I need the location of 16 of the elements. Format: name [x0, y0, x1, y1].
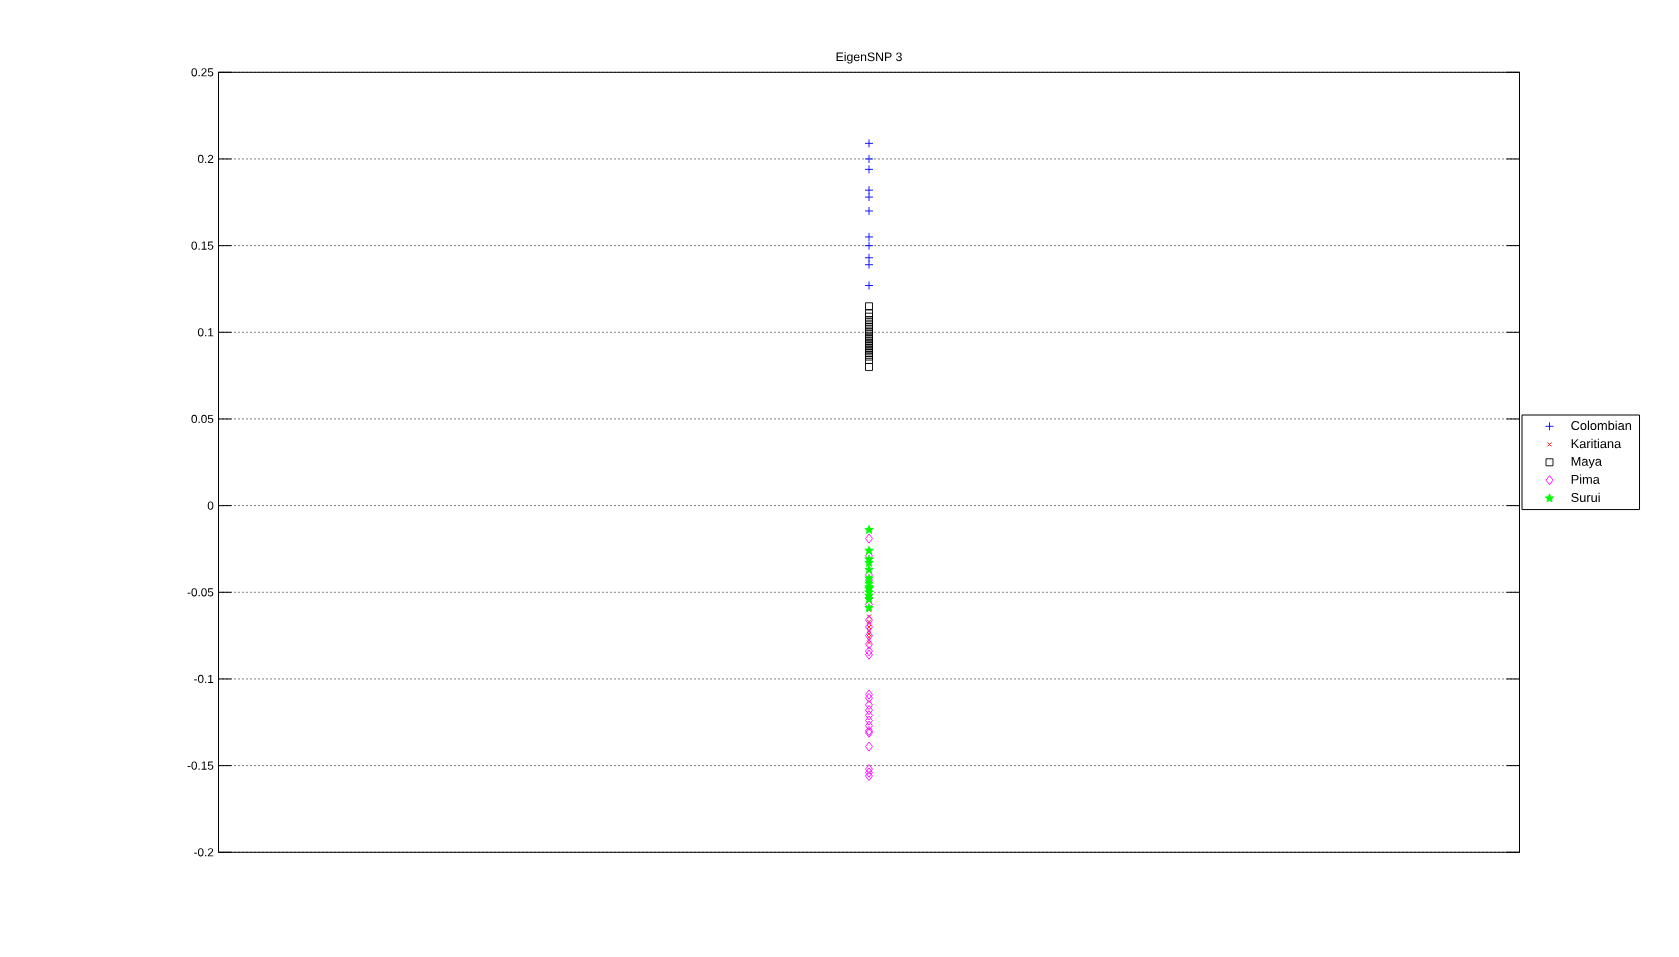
- y-tick-label: 0.2: [197, 154, 214, 164]
- y-tick-label: 0.25: [191, 68, 214, 77]
- y-tick-label: 0.05: [191, 414, 214, 424]
- legend-label: Surui: [1571, 492, 1600, 503]
- y-tick-label: 0: [207, 501, 214, 510]
- y-tick-label: -0.2: [194, 848, 214, 857]
- legend-label: Karitiana: [1571, 438, 1622, 449]
- chart-title: EigenSNP 3: [836, 52, 902, 64]
- y-tick-label: -0.05: [187, 588, 214, 597]
- legend-label: Pima: [1571, 474, 1600, 484]
- y-tick-label: -0.1: [194, 674, 214, 684]
- y-tick-label: 0.1: [197, 328, 214, 337]
- y-tick-label: -0.15: [187, 761, 214, 770]
- legend-label: Maya: [1571, 456, 1602, 469]
- legend-label: Colombian: [1571, 420, 1632, 431]
- y-tick-label: 0.15: [191, 241, 214, 250]
